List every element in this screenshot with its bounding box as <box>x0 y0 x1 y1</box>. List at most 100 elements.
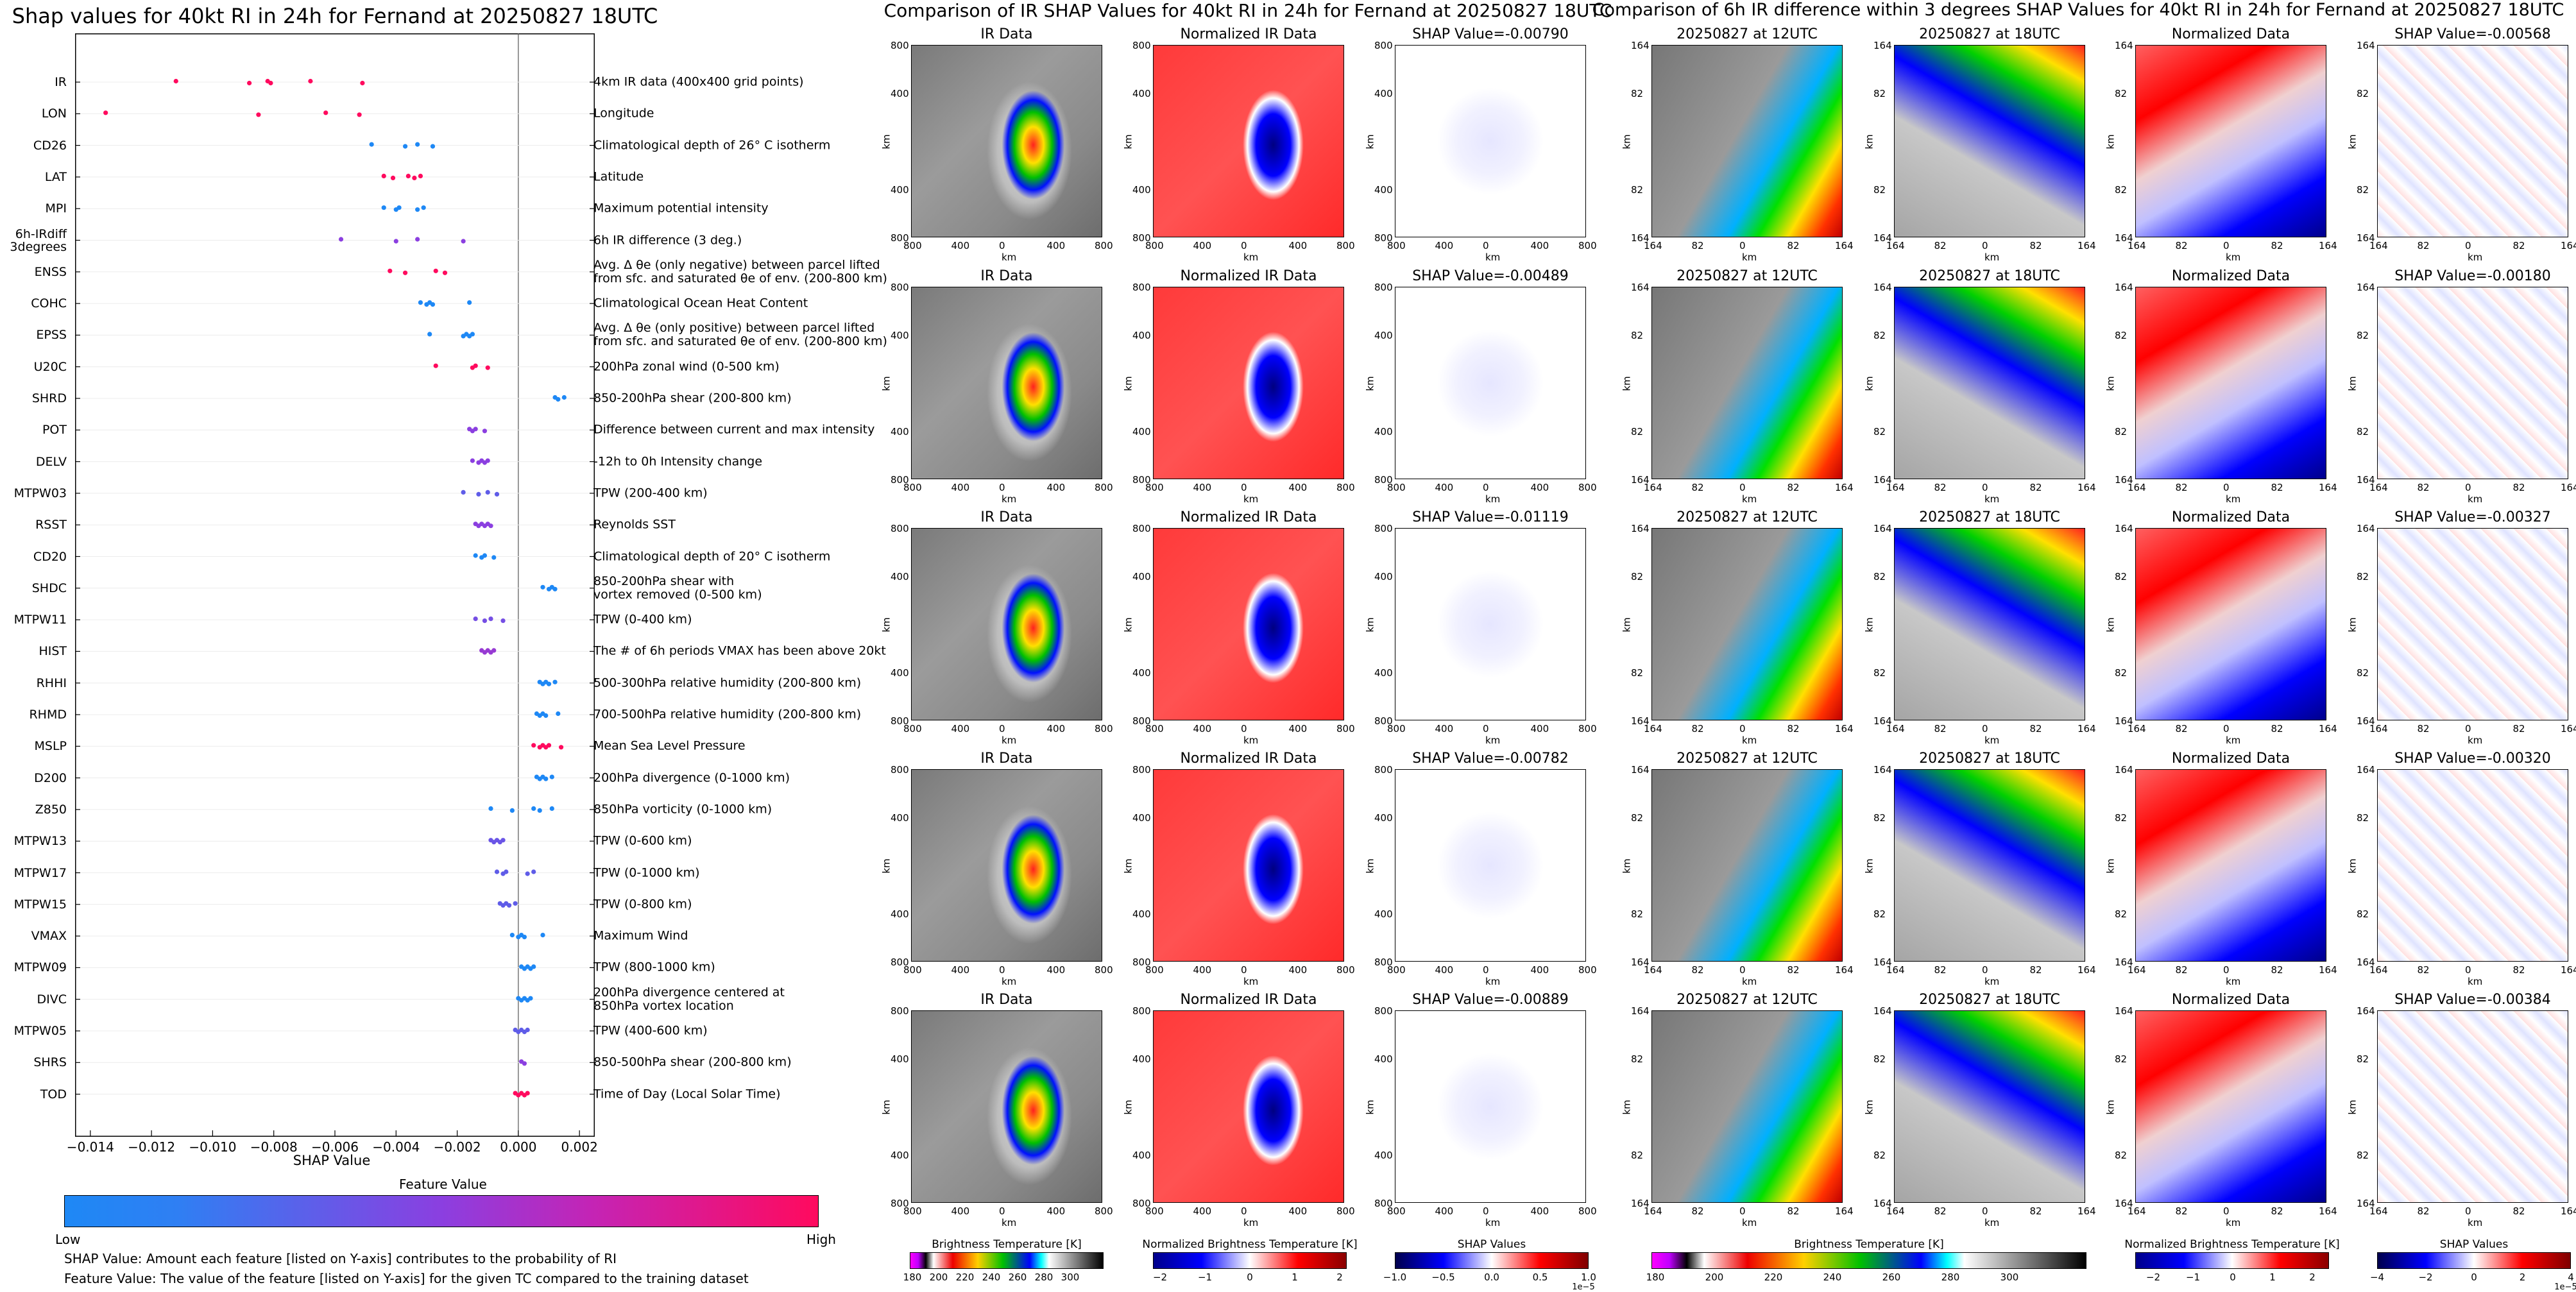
shap-point <box>433 268 438 273</box>
xtick-label: 164 <box>1644 964 1662 976</box>
shap-point <box>500 838 506 843</box>
ytick-label: 800 <box>1132 956 1151 968</box>
ir-comparison-title: Comparison of IR SHAP Values for 40kt RI… <box>883 0 1612 21</box>
xtick-label: 82 <box>2175 964 2188 976</box>
axis-xlabel: km <box>1742 493 1757 505</box>
axis-ylabel: km <box>2104 1100 2117 1115</box>
ytick-label: 82 <box>1631 1150 1644 1161</box>
xtick-label: 400 <box>1435 240 1454 251</box>
ytick-label: 82 <box>1873 1150 1886 1161</box>
irdiff-panel <box>1894 45 2085 237</box>
colorbar-tick-label: 180 <box>903 1271 922 1283</box>
axis-xlabel: km <box>2226 1217 2241 1228</box>
ytick-label: 82 <box>2115 571 2128 582</box>
ytick-label: 800 <box>1374 1198 1393 1209</box>
xtick-label: 400 <box>1046 964 1066 976</box>
ytick-label: 82 <box>2357 426 2369 438</box>
axis-ylabel: km <box>1863 1100 1875 1115</box>
ir-panel <box>1395 1010 1586 1203</box>
feature-name-label: Z850 <box>35 802 67 817</box>
ytick-label: 164 <box>1873 232 1892 244</box>
xtick-label: 800 <box>903 964 922 976</box>
axis-ylabel: km <box>1364 134 1376 149</box>
feature-name-label: SHRD <box>31 391 67 405</box>
shap-point <box>506 903 512 908</box>
ytick-label: 800 <box>1374 232 1393 244</box>
ytick-label: 400 <box>1132 184 1151 196</box>
xtick-label: 0 <box>1483 1205 1489 1217</box>
ytick-label: 164 <box>1631 764 1650 776</box>
xtick-label: 800 <box>1145 240 1164 251</box>
colorbar-tick-label: 260 <box>1008 1271 1027 1283</box>
shap-point <box>482 429 488 434</box>
xtick-label: 400 <box>1288 964 1308 976</box>
colorbar-tick-label: 0 <box>1247 1271 1253 1283</box>
irdiff-panel-title: 20250827 at 18UTC <box>1919 26 2060 42</box>
shap-point <box>415 237 420 242</box>
xtick-label: 0 <box>1483 482 1489 493</box>
shap-point <box>531 743 536 748</box>
axis-xlabel: km <box>1984 493 2000 505</box>
feature-description-label: 200hPa zonal wind (0-500 km) <box>593 359 780 374</box>
ytick-label: 82 <box>1873 88 1886 99</box>
feature-description-label: The # of 6h periods VMAX has been above … <box>593 643 886 658</box>
xtick-label: 0 <box>2465 964 2471 976</box>
shap-point <box>543 776 549 781</box>
xtick-label: 164 <box>2319 964 2337 976</box>
xtick-label: 164 <box>2561 723 2576 735</box>
xtick-label: 800 <box>1145 723 1164 735</box>
axis-ylabel: km <box>1863 134 1875 149</box>
feature-value-colorbar <box>64 1195 819 1227</box>
shap-point <box>500 618 506 624</box>
xtick-label: 400 <box>951 240 970 251</box>
colorbar-tick-label: 0 <box>2230 1271 2236 1283</box>
legend-low-label: Low <box>55 1232 81 1247</box>
ytick-label: 164 <box>2357 715 2375 727</box>
xtick-label: 82 <box>2271 723 2283 735</box>
ytick-label: 800 <box>891 474 909 486</box>
shap-point <box>494 869 500 874</box>
xtick-label: 800 <box>903 1205 922 1217</box>
xtick-label: 164 <box>2128 1205 2146 1217</box>
shap-point <box>393 239 398 244</box>
ytick-label: 164 <box>2115 523 2133 534</box>
colorbar <box>1395 1252 1589 1269</box>
xtick-label: 400 <box>1193 1205 1212 1217</box>
irdiff-panel-title: Normalized Data <box>2171 992 2290 1008</box>
shap-point <box>552 679 558 684</box>
colorbar-tick-label: 240 <box>982 1271 1001 1283</box>
shap-point <box>402 270 408 275</box>
colorbar-tick-label: −2 <box>1152 1271 1168 1283</box>
shap-point <box>268 80 273 86</box>
xtick-label: 800 <box>1095 1205 1113 1217</box>
ytick-label: 400 <box>891 426 909 438</box>
irdiff-panel-title: 20250827 at 18UTC <box>1919 509 2060 525</box>
ir-panel-title: IR Data <box>980 509 1033 525</box>
xtick-label: 400 <box>1288 1205 1308 1217</box>
colorbar-tick-label: 300 <box>2000 1271 2019 1283</box>
xtick-label: 0 <box>2223 723 2230 735</box>
xtick-label: 800 <box>1336 964 1355 976</box>
shap-point <box>246 80 252 86</box>
axis-ylabel: km <box>1122 617 1134 633</box>
ytick-label: 800 <box>1374 282 1393 293</box>
ir-panel <box>911 45 1102 237</box>
xtick-label: 82 <box>1787 482 1800 493</box>
feature-name-label: RSST <box>35 518 67 532</box>
xtick-label: 400 <box>1046 482 1066 493</box>
axis-xlabel: km <box>1243 976 1259 987</box>
xtick-label: 800 <box>1336 1205 1355 1217</box>
shap-point <box>482 618 488 624</box>
irdiff-panel-title: SHAP Value=-0.00180 <box>2394 268 2551 284</box>
ytick-label: 164 <box>2357 40 2375 51</box>
ytick-label: 800 <box>891 232 909 244</box>
shap-point <box>442 270 448 275</box>
irdiff-panel-title: 20250827 at 12UTC <box>1676 992 1818 1008</box>
feature-description-label: 200hPa divergence (0-1000 km) <box>593 770 790 785</box>
ytick-label: 164 <box>2115 40 2133 51</box>
xtick-label: 0 <box>2223 1205 2230 1217</box>
xtick-label: 164 <box>1835 1205 1854 1217</box>
xtick-label: 164 <box>2077 723 2096 735</box>
ytick-label: 800 <box>891 523 909 534</box>
xtick-label: 82 <box>2271 482 2283 493</box>
